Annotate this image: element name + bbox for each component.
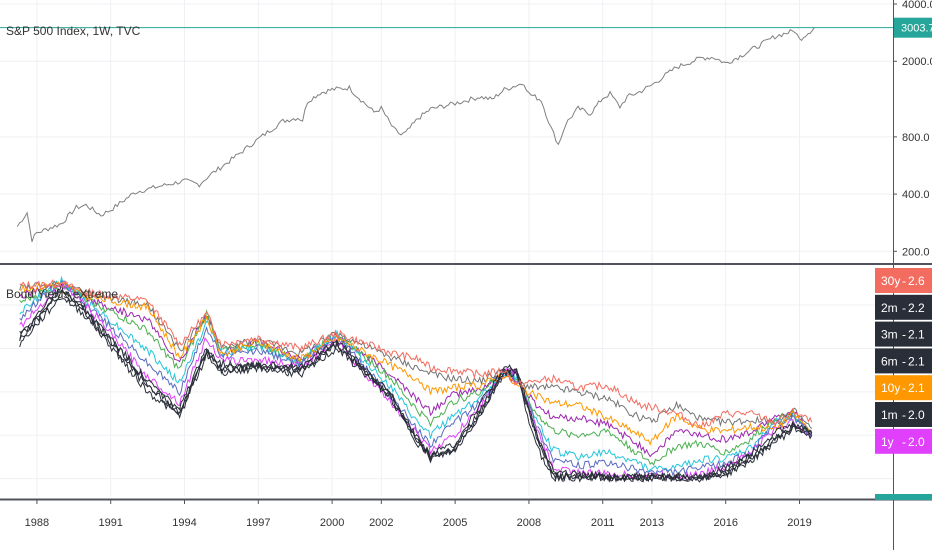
legend-badge-value: 2.2 [908, 301, 925, 315]
time-axis-label: 2011 [591, 517, 615, 529]
price-axis-label: 400.0 [902, 189, 930, 201]
time-axis-label: 2002 [369, 517, 393, 529]
legend-badge-name: 10y [881, 381, 900, 395]
legend-badge-1m[interactable]: 1m -2.0 [875, 402, 932, 427]
legend-badge-bg [875, 294, 932, 320]
time-axis-label: 2005 [443, 517, 467, 529]
bond-pane[interactable] [19, 275, 813, 483]
legend-badge-separator: - [902, 274, 906, 288]
legend-badge-value: 2.0 [908, 435, 925, 449]
legend-badge-separator: - [902, 435, 906, 449]
time-axis-label: 1997 [246, 517, 270, 529]
time-axis-label: 2019 [787, 517, 811, 529]
time-axis-label: 2000 [320, 517, 344, 529]
bond-chart-title: Bond Yields eXtreme [6, 287, 118, 301]
legend-badge-6m[interactable]: 6m -2.1 [875, 348, 932, 374]
price-axis-label: 4000.0 [902, 0, 932, 11]
legend-badge-10y[interactable]: 10y -2.1 [875, 375, 932, 401]
bond-series-line-20y [19, 279, 813, 430]
current-price-badge [894, 17, 932, 38]
legend-badge-bg [875, 375, 932, 401]
legend-badge-value: 2.1 [908, 381, 925, 395]
legend-badge-value: 2.1 [908, 354, 925, 368]
price-series-line [16, 27, 815, 243]
time-axis-label: 1991 [98, 517, 122, 529]
legend-badge-1y[interactable]: 1y -2.0 [875, 428, 932, 454]
time-axis-label: 1994 [172, 517, 196, 529]
time-axis-label: 1988 [25, 517, 49, 529]
legend-badge-name: 30y [881, 274, 900, 288]
legend-badge-value: 2.1 [908, 328, 925, 342]
current-price-label: 3003.7 [901, 23, 932, 35]
legend-badge-value: 2.6 [908, 274, 925, 288]
legend-badge-2m[interactable]: 2m -2.2 [875, 294, 932, 320]
bond-series-line-3y [19, 275, 812, 473]
legend-badge-bg [875, 428, 932, 454]
legend-badge-30y[interactable]: 30y -2.6 [875, 268, 932, 293]
price-axis-label: 800.0 [902, 132, 930, 144]
time-axis-label: 2016 [713, 517, 737, 529]
grid-layer [0, 0, 893, 496]
legend-badge-bg [875, 321, 932, 347]
bond-series-line-10y [19, 280, 813, 446]
legend-badge-value: 2.0 [908, 408, 925, 422]
legend-badge-name: 1m [881, 408, 898, 422]
legend-badge-3m[interactable]: 3m -2.1 [875, 321, 932, 347]
legend-badge-separator: - [902, 408, 906, 422]
legend-badge-name: 3m [881, 328, 898, 342]
price-chart-title: S&P 500 Index, 1W, TVC [6, 24, 141, 38]
legend-badge-name: 1y [881, 435, 894, 449]
legend-badge-bg [875, 268, 932, 293]
bond-series-line-2m [19, 289, 812, 483]
legend-badge-name: 2m [881, 301, 898, 315]
legend-badge-separator: - [902, 381, 906, 395]
price-pane[interactable] [0, 27, 893, 243]
bond-series-line-7y [19, 281, 813, 458]
bond-series-line-6m [19, 284, 813, 482]
time-axis-label: 2013 [640, 517, 664, 529]
time-axis-label: 2008 [517, 517, 541, 529]
price-axis-label: 2000.0 [902, 56, 932, 68]
legend-badge-separator: - [902, 328, 906, 342]
bond-series-line-30y [19, 278, 813, 430]
price-axis-label: 200.0 [902, 246, 930, 258]
legend-badge-separator: - [902, 301, 906, 315]
legend-badge-bg [875, 348, 932, 374]
bond-series-line-5y [19, 281, 813, 466]
legend-badge-name: 6m [881, 354, 898, 368]
legend-badge-bg [875, 402, 932, 427]
legend-badge-separator: - [902, 354, 906, 368]
legend-badge-clipped [875, 494, 932, 500]
